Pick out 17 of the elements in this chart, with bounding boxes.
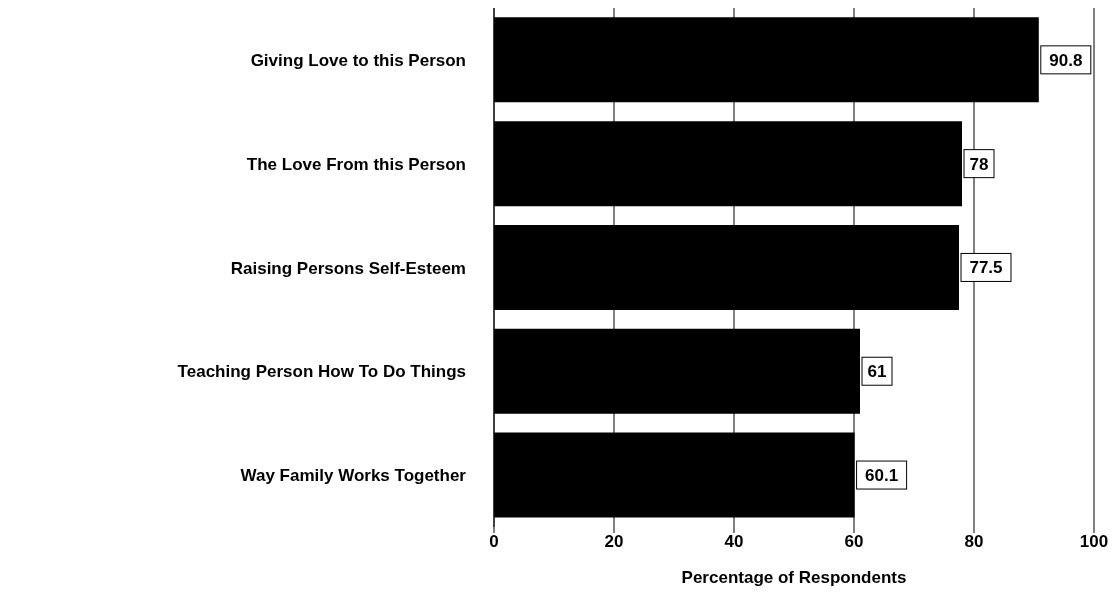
x-axis-title: Percentage of Respondents (681, 568, 907, 587)
y-tick-label: Way Family Works Together (240, 466, 467, 486)
x-tick-label: 80 (964, 532, 984, 552)
x-tick-label: 20 (604, 532, 624, 552)
x-tick-label: 100 (1079, 532, 1109, 552)
y-tick-label: Giving Love to this Person (250, 50, 466, 70)
y-tick-label: Teaching Person How To Do Things (177, 362, 466, 382)
x-tick-label: 40 (724, 532, 744, 552)
y-tick-label: The Love From this Person (246, 154, 466, 174)
data-label: 61 (867, 362, 887, 382)
data-label: 60.1 (865, 466, 899, 486)
y-tick-label: Raising Persons Self-Esteem (230, 258, 466, 278)
x-tick-label: 60 (844, 532, 864, 552)
data-label: 90.8 (1049, 50, 1083, 70)
data-label: 78 (969, 154, 989, 174)
x-tick-label: 0 (489, 532, 499, 552)
data-label: 77.5 (969, 258, 1003, 278)
